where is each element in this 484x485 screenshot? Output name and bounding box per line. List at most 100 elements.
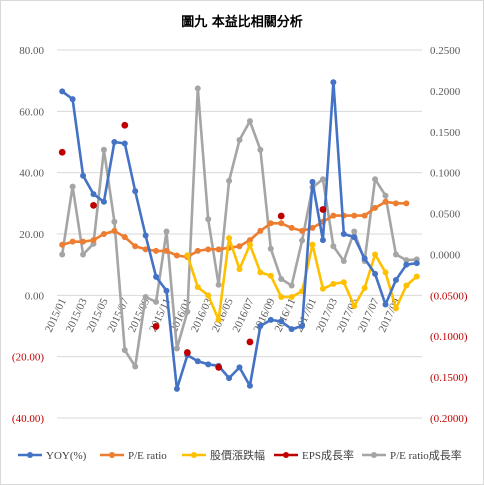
series-point-4 xyxy=(236,136,243,143)
series-point-4 xyxy=(59,251,66,258)
series-point-4 xyxy=(100,146,107,153)
series-point-1 xyxy=(59,241,66,248)
y-left-tick-label: (40.00) xyxy=(12,413,44,425)
series-point-4 xyxy=(226,177,233,184)
series-point-0 xyxy=(111,139,118,145)
series-point-0 xyxy=(59,88,66,95)
series-point-1 xyxy=(80,238,87,245)
series-point-0 xyxy=(173,385,180,392)
eps-growth-point xyxy=(152,323,160,330)
series-point-1 xyxy=(361,212,368,219)
series-point-1 xyxy=(403,200,410,207)
series-point-2 xyxy=(351,302,358,309)
y-right-tick-label: 0.2000 xyxy=(430,86,461,98)
series-line-1 xyxy=(61,200,407,259)
series-point-2 xyxy=(226,235,233,242)
series-point-0 xyxy=(163,287,170,294)
series-point-0 xyxy=(382,301,389,308)
series-point-1 xyxy=(309,224,316,231)
series-point-4 xyxy=(80,251,87,258)
legend-swatch-marker xyxy=(191,452,197,458)
series-point-4 xyxy=(319,176,326,183)
series-point-0 xyxy=(319,237,326,244)
series-point-2 xyxy=(278,293,285,300)
series-point-2 xyxy=(257,269,264,276)
series-point-1 xyxy=(288,224,295,231)
series-point-0 xyxy=(309,178,316,185)
series-point-1 xyxy=(215,246,222,253)
y-right-tick-label: 0.0500 xyxy=(430,209,461,221)
legend-swatch-marker xyxy=(283,452,289,458)
series-point-0 xyxy=(153,273,160,280)
series-point-1 xyxy=(100,231,107,237)
y-left-tick-label: 0.00 xyxy=(25,290,45,302)
series-point-0 xyxy=(299,323,306,329)
series-point-4 xyxy=(392,251,399,258)
legend-label: EPS成長率 xyxy=(302,448,354,462)
series-point-4 xyxy=(184,308,191,315)
eps-growth-point xyxy=(183,349,191,356)
series-point-2 xyxy=(309,241,316,248)
y-right-tick-label: (0.2000) xyxy=(430,413,468,425)
series-point-0 xyxy=(267,316,274,323)
series-point-1 xyxy=(69,238,76,245)
series-point-0 xyxy=(226,375,233,382)
series-point-0 xyxy=(351,234,358,241)
y-right-tick-label: 0.2500 xyxy=(430,45,461,57)
eps-growth-point xyxy=(58,148,66,156)
series-point-1 xyxy=(142,246,149,253)
series-point-1 xyxy=(382,198,389,205)
series-point-4 xyxy=(267,245,274,252)
legend-swatch-marker xyxy=(27,452,33,458)
series-point-2 xyxy=(361,284,368,291)
series-point-1 xyxy=(121,234,128,241)
eps-growth-point xyxy=(121,121,129,129)
y-right-tick-label: 0.1500 xyxy=(430,127,461,139)
series-point-1 xyxy=(257,227,264,234)
series-point-4 xyxy=(163,228,170,235)
series-point-1 xyxy=(153,247,160,254)
series-point-1 xyxy=(132,243,139,250)
series-point-0 xyxy=(142,232,149,239)
series-point-1 xyxy=(372,204,379,211)
series-point-2 xyxy=(184,252,191,259)
series-point-4 xyxy=(299,237,306,244)
series-point-2 xyxy=(403,282,410,289)
series-point-4 xyxy=(372,176,379,183)
y-left-tick-label: (20.00) xyxy=(12,352,44,364)
eps-growth-point xyxy=(246,338,254,346)
series-point-4 xyxy=(194,85,201,92)
series-point-2 xyxy=(194,284,201,291)
series-point-2 xyxy=(215,316,222,323)
series-point-0 xyxy=(413,260,420,267)
legend-swatch-marker xyxy=(371,452,377,458)
y-left-tick-label: 80.00 xyxy=(19,45,44,57)
series-point-4 xyxy=(330,243,337,250)
series-point-2 xyxy=(340,279,347,286)
series-point-4 xyxy=(153,298,160,305)
series-point-2 xyxy=(288,293,295,300)
series-point-4 xyxy=(215,281,222,288)
series-point-1 xyxy=(330,212,337,219)
y-right-tick-label: (0.1500) xyxy=(430,372,468,384)
series-point-1 xyxy=(205,246,212,253)
series-point-0 xyxy=(80,172,87,179)
series-point-2 xyxy=(392,305,399,312)
series-point-1 xyxy=(173,252,180,259)
series-point-0 xyxy=(90,191,97,198)
series-point-0 xyxy=(361,255,368,262)
series-point-2 xyxy=(205,292,212,299)
legend-label: 股價漲跌幅 xyxy=(210,448,265,462)
series-point-1 xyxy=(246,237,253,244)
y-left-tick-label: 40.00 xyxy=(19,168,44,180)
series-point-0 xyxy=(236,364,243,371)
series-point-2 xyxy=(372,251,379,258)
series-point-1 xyxy=(194,247,201,254)
series-point-4 xyxy=(111,218,118,225)
y-right-tick-label: (0.1000) xyxy=(430,331,468,343)
legend-label: P/E ratio成長率 xyxy=(390,448,462,462)
series-point-1 xyxy=(299,227,306,234)
series-point-4 xyxy=(246,118,253,125)
